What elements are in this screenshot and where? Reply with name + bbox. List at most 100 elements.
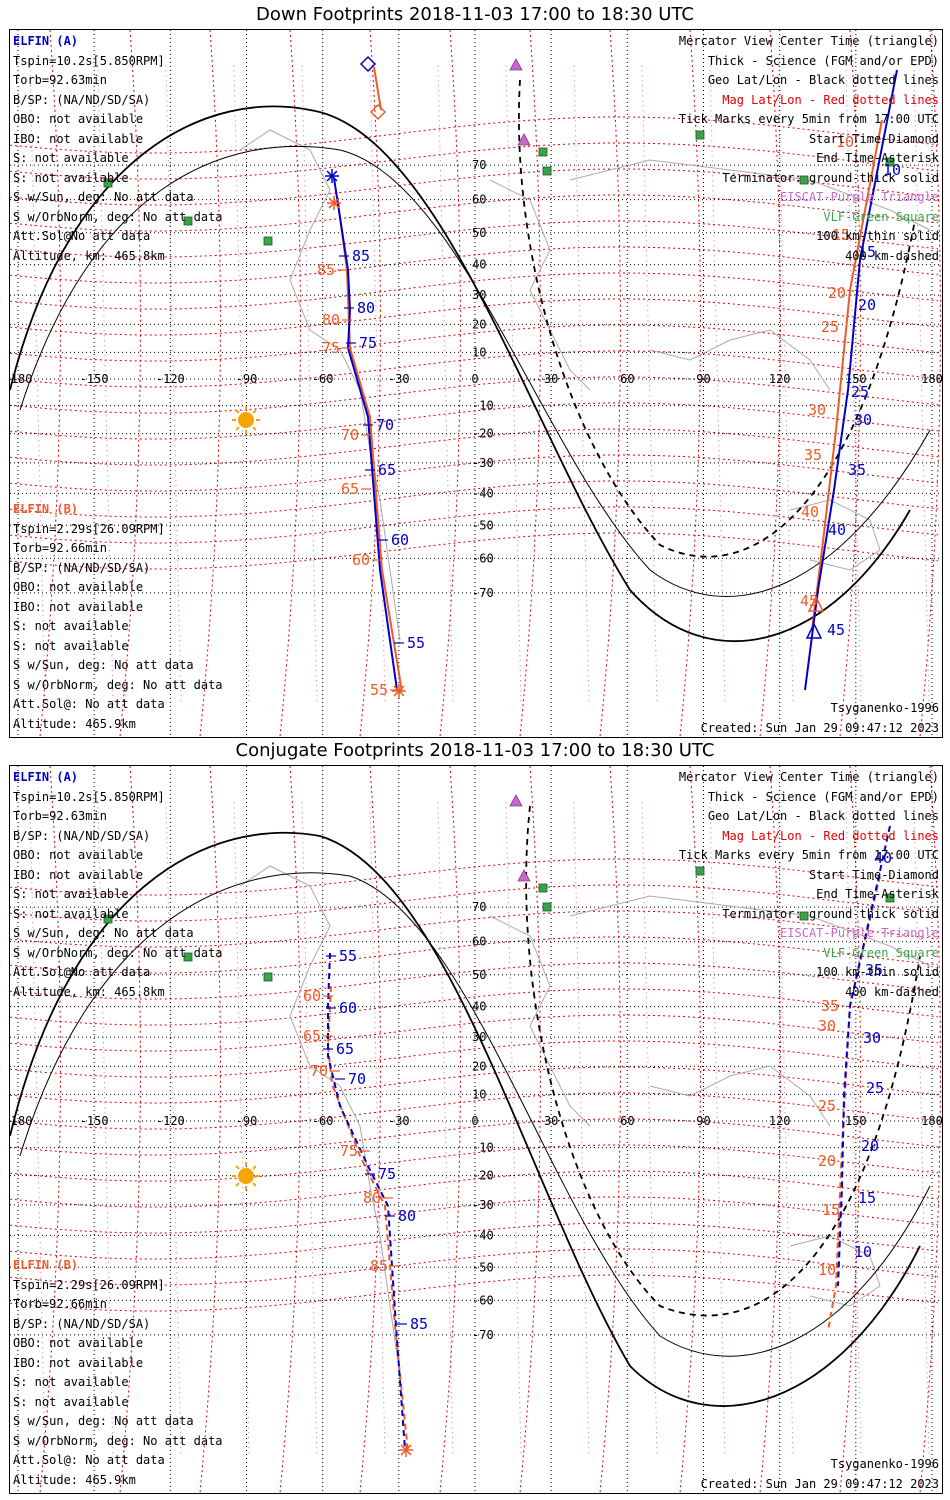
elfin-a-tick-label: 40 [828, 521, 846, 539]
vlf-square-icon [799, 911, 809, 921]
elfin-b-tick-label: 20 [818, 1152, 836, 1170]
legend-item: Terminator: ground-thick solid [722, 906, 939, 921]
created-label: Created: Sun Jan 29 09:47:12 2023 [700, 721, 939, 735]
terminator-ground [10, 831, 921, 1407]
elfin-b-tick-label: 15 [832, 226, 850, 244]
mag-lon-line [919, 30, 941, 737]
sun-ray [252, 1182, 257, 1187]
terminator-ground [10, 105, 911, 643]
elfin-b-tick-label: 75 [322, 339, 340, 357]
elfin-b-tick-label: 35 [821, 997, 839, 1015]
elfin-b-tick-label: 75 [340, 1142, 358, 1160]
map-frame: -180 -150 -120 -90 -60 -30 0 30 60 90 120 150 180 70 6… [9, 765, 943, 1494]
lon-tick-label: 180 [921, 1114, 942, 1128]
legend-item: Tick Marks every 5min from 17:00 UTC [678, 848, 939, 862]
legend-item: Thick - Science (FGM and/or EPD) [707, 789, 939, 804]
mag-lat-line [10, 168, 939, 206]
lon-tick-label: -150 [80, 1114, 109, 1128]
elfin-a-line: S: not available [13, 887, 129, 901]
lon-tick-label: -30 [388, 1114, 410, 1128]
mag-grid-line [233, 802, 250, 1457]
lat-tick-label: -70 [472, 586, 494, 600]
elfin-a-tick-label: 85 [410, 1315, 428, 1333]
lat-tick-label: 20 [472, 317, 486, 331]
elfin-a-tick-label: 70 [376, 416, 394, 434]
vlf-square-icon [695, 866, 705, 876]
mag-lat-line [10, 272, 939, 310]
mag-grid-line [505, 802, 522, 1457]
lon-tick-label: -90 [236, 372, 258, 386]
mag-grid-line [369, 802, 386, 1457]
lat-tick-label: -20 [472, 427, 494, 441]
mag-lat-line [10, 324, 939, 362]
lat-tick-label: -60 [472, 1293, 494, 1307]
legend-item: Mag Lat/Lon - Red dotted lines [722, 828, 939, 843]
sun-icon [238, 1168, 254, 1184]
lat-tick-label: 60 [472, 935, 486, 949]
elfin-b-tick-label: 55 [370, 681, 388, 699]
elfin-a-tick-label: 10 [883, 161, 901, 179]
terminator-400km [525, 805, 921, 1317]
legend-item: End Time-Asterisk [816, 887, 939, 901]
elfin-a-line: S: not available [13, 151, 129, 165]
vlf-square-icon [695, 130, 705, 140]
vlf-square-icon [183, 952, 193, 962]
center-time-triangle-icon [805, 622, 823, 639]
elfin-b-info: ELFIN (B) Tspin=2.29s[26.09RPM] Torb=92.… [13, 500, 223, 734]
end-asterisk-icon [328, 197, 340, 209]
vlf-square-icon [885, 157, 895, 167]
mag-grid-line [437, 65, 454, 702]
elfin-b-line: Tspin=2.29s[26.09RPM] [13, 1277, 165, 1292]
coastline [489, 179, 591, 391]
elfin-a-tick-label: 20 [858, 296, 876, 314]
elfin-a-line: Att.Sol@No att data [13, 965, 151, 979]
mag-lat-line [10, 1014, 939, 1052]
lat-tick-label: 40 [472, 258, 486, 272]
vlf-square-icon [183, 216, 193, 226]
sun-ray [235, 1165, 240, 1170]
mag-lat-line [10, 858, 939, 896]
elfin-a-tick-label: 85 [352, 247, 370, 265]
lon-tick-label: 60 [620, 1114, 634, 1128]
map-frame: -180 -150 -120 -90 -60 -30 0 30 60 90 120 150 180 70 6… [9, 29, 943, 738]
elfin-b-header: ELFIN (B) [13, 1258, 79, 1272]
start-diamond-icon [369, 103, 387, 121]
mag-grid-line [233, 65, 250, 702]
coastline [489, 915, 591, 1127]
elfin-a-line: S w/OrbNorm, deg: No att data [13, 945, 223, 960]
elfin-b-line: S w/OrbNorm, deg: No att data [13, 1433, 223, 1448]
lat-tick-label: -40 [472, 1228, 494, 1242]
eiscat-triangle-icon [509, 794, 523, 807]
elfin-a-tick-label: 60 [339, 999, 357, 1017]
elfin-a-tick-label: 15 [858, 1189, 876, 1207]
mag-grid-line [641, 65, 658, 702]
vlf-square-icon [263, 236, 273, 246]
mag-lon-line [519, 30, 541, 737]
elfin-b-tick-label: 65 [303, 1027, 321, 1045]
elfin-a-line: OBO: not available [13, 848, 144, 862]
elfin-b-line: Altitude: 465.9km [13, 1472, 136, 1487]
elfin-a-tick-label: 75 [378, 1165, 396, 1183]
elfin-b-tick-label: 10 [818, 1261, 836, 1279]
elfin-b-tick-label: 80 [363, 1189, 381, 1207]
sun-ray [252, 409, 257, 414]
elfin-b-tick-label: 80 [322, 311, 340, 329]
lat-tick-label: -10 [472, 1141, 494, 1155]
center-time-triangle-icon [807, 595, 825, 612]
coastline [649, 1065, 831, 1127]
elfin-a-line: B/SP: (NA/ND/SD/SA) [13, 92, 151, 107]
mag-lat-line [10, 936, 939, 974]
legend-item: Thick - Science (FGM and/or EPD) [707, 53, 939, 68]
elfin-b-tick-label: 60 [303, 987, 321, 1005]
elfin-b-header: ELFIN (B) [13, 502, 79, 516]
legend-item: Start Time-Diamond [808, 867, 939, 882]
mag-grid-line [573, 802, 590, 1457]
elfin-b-tick-label: 60 [352, 551, 370, 569]
vlf-square-icon [799, 175, 809, 185]
coastline [239, 129, 341, 351]
lat-tick-label: -50 [472, 1260, 494, 1274]
lat-tick-label: 10 [472, 345, 486, 359]
elfin-a-line: S: not available [13, 906, 129, 921]
elfin-a-tick-label: 75 [359, 334, 377, 352]
lon-tick-label: -120 [156, 1114, 185, 1128]
